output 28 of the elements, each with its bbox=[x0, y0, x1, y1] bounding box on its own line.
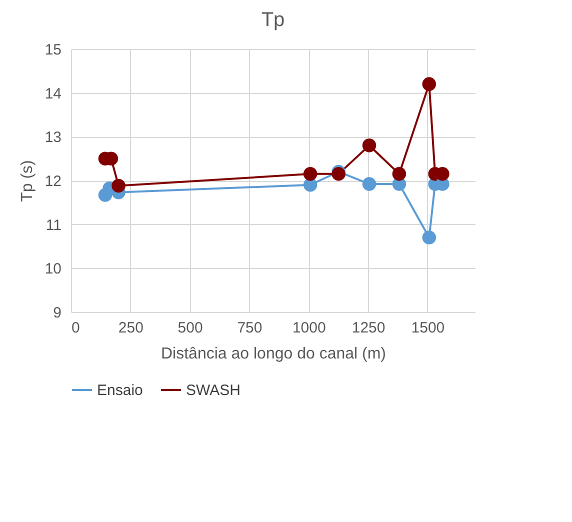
point bbox=[332, 167, 346, 181]
point bbox=[362, 138, 376, 152]
y-tick-label: 10 bbox=[44, 260, 62, 278]
point bbox=[362, 177, 376, 191]
y-axis-title: Tp (s) bbox=[18, 160, 36, 202]
x-tick-label: 500 bbox=[178, 320, 203, 336]
x-tick-label: 0 bbox=[72, 320, 80, 336]
chart-title: Tp bbox=[261, 9, 285, 31]
y-tick-label: 12 bbox=[44, 173, 62, 190]
y-tick-label: 11 bbox=[46, 216, 62, 234]
point bbox=[436, 167, 450, 181]
y-tick-label: 13 bbox=[44, 129, 62, 146]
point bbox=[422, 77, 436, 91]
x-tick-label: 1000 bbox=[292, 320, 326, 336]
x-tick-label: 1500 bbox=[411, 320, 445, 336]
point bbox=[303, 167, 318, 181]
y-tick-label: 15 bbox=[44, 42, 62, 58]
legend-label: Ensaio bbox=[97, 382, 143, 399]
legend-label: SWASH bbox=[186, 382, 240, 399]
y-tick-label: 14 bbox=[44, 85, 62, 102]
y-tick-label: 9 bbox=[53, 304, 62, 322]
x-axis-title: Distância ao longo do canal (m) bbox=[160, 346, 386, 362]
point bbox=[112, 178, 126, 193]
point bbox=[422, 230, 436, 244]
x-tick-label: 750 bbox=[237, 320, 262, 336]
x-tick-label: 1250 bbox=[352, 320, 386, 336]
point bbox=[392, 167, 406, 181]
x-tick-label: 250 bbox=[118, 320, 144, 336]
